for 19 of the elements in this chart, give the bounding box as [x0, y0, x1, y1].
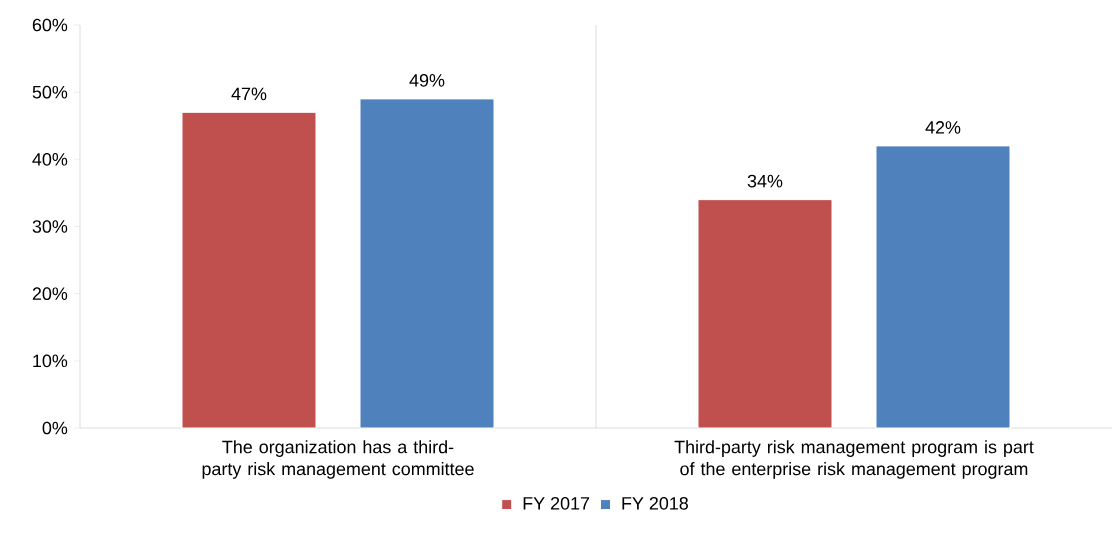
bar: [181, 111, 317, 429]
x-tick-label: The organization has a third-party risk management committee: [202, 440, 474, 479]
y-tick-label: 0%: [42, 421, 68, 435]
legend-label: FY 2018: [622, 496, 688, 510]
data-label: 47%: [231, 87, 267, 101]
data-label: 34%: [747, 174, 783, 188]
data-label: 49%: [409, 74, 445, 87]
x-tick-label: Third-party risk management program is part of the enterprise risk management program: [674, 440, 1034, 479]
y-tick-label: 40%: [32, 152, 68, 166]
y-tick-label: 30%: [32, 220, 68, 233]
legend-label: FY 2017: [523, 496, 590, 510]
y-tick-label: 20%: [32, 287, 68, 301]
bar: [359, 98, 495, 429]
y-tick-label: 10%: [33, 354, 68, 368]
y-tick-label: 50%: [32, 85, 68, 99]
bar: [697, 199, 833, 429]
bar: [875, 145, 1011, 429]
data-label: 42%: [925, 121, 961, 134]
y-tick-label: 60%: [32, 18, 68, 32]
